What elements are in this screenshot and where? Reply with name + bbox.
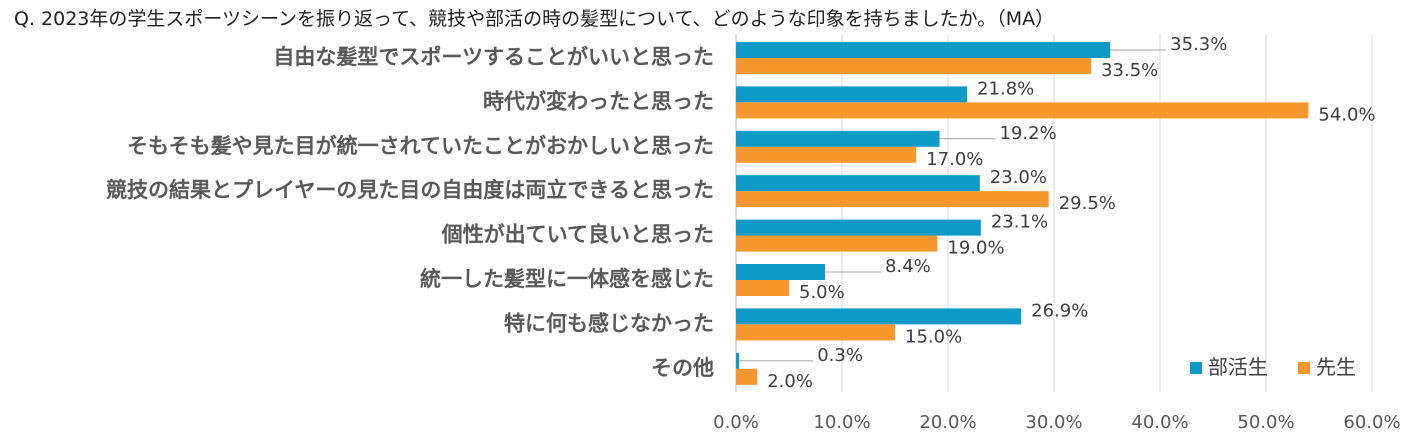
legend-swatch-sensei (1298, 362, 1310, 374)
data-label: 15.0% (905, 326, 962, 347)
bar-sensei (736, 102, 1309, 119)
data-label: 26.9% (1031, 300, 1088, 321)
data-label: 19.0% (947, 238, 1004, 259)
x-tick-label: 10.0% (813, 412, 870, 433)
x-tick-label: 0.0% (713, 412, 759, 433)
category-label: 特に何も感じなかった (504, 311, 714, 335)
data-label: 33.5% (1101, 60, 1158, 81)
data-label: 23.1% (991, 212, 1048, 233)
category-label: その他 (651, 356, 714, 380)
bar-bukatsusei (736, 42, 1111, 58)
data-label: 35.3% (1170, 34, 1227, 55)
x-tick-label: 20.0% (919, 412, 976, 433)
data-label: 2.0% (767, 371, 813, 392)
data-label: 19.2% (1000, 123, 1057, 144)
bar-bukatsusei (736, 130, 940, 147)
data-label: 8.4% (885, 256, 931, 277)
bar-sensei (736, 324, 895, 341)
bar-bukatsusei (736, 308, 1022, 325)
bar-bukatsusei (736, 175, 980, 192)
data-label: 29.5% (1059, 193, 1116, 214)
bar-bukatsusei (736, 264, 826, 280)
bar-sensei (736, 368, 758, 385)
bar-sensei (736, 235, 938, 252)
bar-bukatsusei (736, 352, 740, 369)
x-tick-label: 60.0% (1343, 412, 1400, 433)
legend-label-bukatsusei: 部活生 (1208, 355, 1268, 379)
x-tick-label: 50.0% (1237, 412, 1294, 433)
x-tick-label: 30.0% (1025, 412, 1082, 433)
data-label: 23.0% (990, 167, 1047, 188)
category-label: 個性が出ていて良いと思った (441, 223, 714, 247)
bar-sensei (736, 280, 789, 296)
bar-sensei (736, 58, 1092, 74)
data-label: 5.0% (799, 282, 845, 303)
data-label: 0.3% (817, 345, 863, 366)
x-tick-label: 40.0% (1131, 412, 1188, 433)
category-label: 統一した髪型に一体感を感じた (420, 267, 714, 291)
category-label: 競技の結果とプレイヤーの見た目の自由度は両立できると思った (106, 178, 714, 202)
bar-bukatsusei (736, 219, 981, 236)
legend-swatch-bukatsusei (1190, 362, 1202, 374)
bar-sensei (736, 146, 917, 163)
bar-sensei (736, 191, 1049, 208)
legend-label-sensei: 先生 (1316, 355, 1356, 379)
category-label: 自由な髪型でスポーツすることがいいと思った (273, 45, 714, 69)
data-label: 17.0% (926, 149, 983, 170)
data-label: 54.0% (1318, 104, 1375, 125)
category-label: そもそも髪や見た目が統一されていたことがおかしいと思った (127, 134, 714, 158)
bar-bukatsusei (736, 86, 968, 103)
data-label: 21.8% (977, 78, 1034, 99)
chart-title: Q. 2023年の学生スポーツシーンを振り返って、競技や部活の時の髪型について、… (14, 8, 1055, 30)
category-label: 時代が変わったと思った (483, 89, 714, 113)
